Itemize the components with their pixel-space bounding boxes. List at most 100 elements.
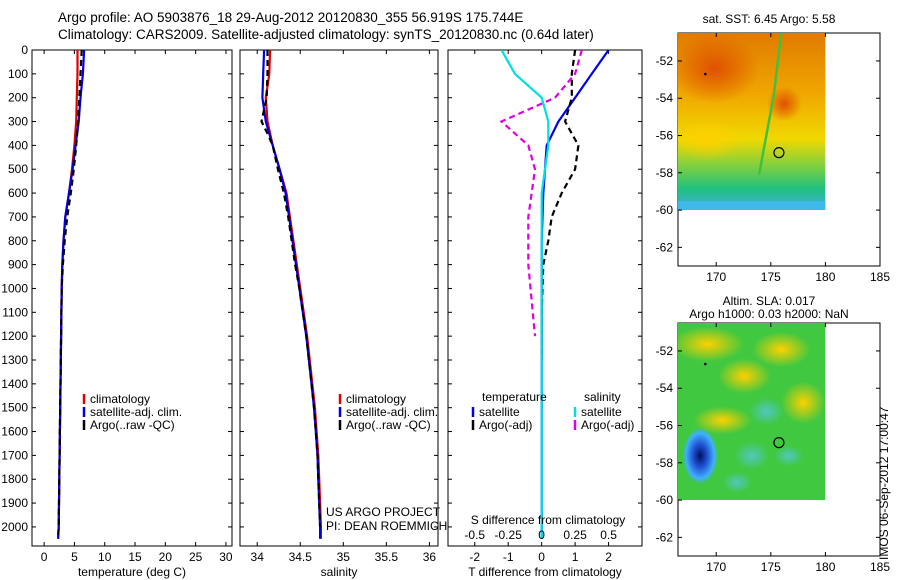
x-axis-label-top: S difference from climatology [471, 513, 626, 527]
legend-entry: satellite [479, 405, 520, 419]
y-tick-label: 100 [8, 67, 28, 81]
heatmap-blob [717, 358, 771, 394]
x-tick-label: -2 [469, 550, 480, 564]
annotation-pi: PI: DEAN ROEMMICH [326, 519, 447, 533]
front-line [757, 33, 783, 175]
x-tick-label: 35.5 [375, 550, 399, 564]
x-tick-label: 170 [706, 560, 726, 574]
reference-dot [703, 72, 707, 76]
x-tick-label: 30 [219, 550, 233, 564]
x-tick-label: 1 [572, 550, 579, 564]
series-line-argo--adj- [540, 50, 580, 360]
heatmap-blob [678, 326, 745, 362]
y-tick-label: 1600 [1, 425, 28, 439]
y-tick-label: -56 [656, 419, 674, 433]
heatmap-blob [734, 441, 770, 470]
x-tick-label: 175 [761, 560, 781, 574]
heatmap-field [678, 323, 826, 501]
heatmap-blob [692, 406, 752, 435]
series-line-satellite [500, 50, 550, 539]
x-tick-label: -1 [503, 550, 514, 564]
y-tick-label: 2000 [1, 520, 28, 534]
y-tick-label: 500 [8, 162, 28, 176]
panel-map-sla: -52 -54 -56 -58 -60 -62 170 175 180 185 Altim. SLA… [656, 294, 891, 574]
y-tick-label: 700 [8, 210, 28, 224]
series-line-argo--adj- [499, 50, 583, 337]
panel-difference: -2 -1 0 1 2T difference from climatology -0.5… [447, 49, 643, 579]
y-tick-label: 1300 [1, 353, 28, 367]
x-tick-label: 34.5 [289, 550, 313, 564]
x-tick-label: 180 [815, 270, 835, 284]
x-tick-label: 35 [337, 550, 351, 564]
y-tick-label: 1200 [1, 329, 28, 343]
top-tick-label: -0.25 [495, 528, 523, 542]
x-axis-label: T difference from climatology [468, 565, 622, 579]
legend-entry: Argo(..raw -QC) [90, 418, 175, 432]
heatmap-blob [678, 118, 745, 161]
y-tick-label: 1700 [1, 448, 28, 462]
y-tick-label: 400 [8, 138, 28, 152]
timestamp-stamp: IMOS 06-Sep-2012 17:00:47 [877, 406, 891, 560]
y-tick-label: 1100 [2, 305, 28, 319]
heatmap-blob [766, 86, 802, 122]
x-tick-label: 20 [159, 550, 173, 564]
y-tick-label: -60 [656, 493, 674, 507]
legend-entry: satellite-adj. clim. [346, 405, 438, 419]
legend-entry: Argo(-adj) [581, 418, 634, 432]
legend-title: temperature [482, 390, 547, 404]
map-title: sat. SST: 6.45 Argo: 5.58 [703, 12, 836, 26]
legend-entry: satellite-adj. clim. [90, 405, 182, 419]
x-tick-label: 180 [815, 560, 835, 574]
y-tick-label: -56 [656, 129, 674, 143]
plot-frame [31, 49, 233, 547]
y-tick-label: 900 [8, 258, 28, 272]
x-tick-label: 170 [706, 270, 726, 284]
x-axis-label: salinity [321, 565, 358, 579]
x-tick-label: 15 [128, 550, 142, 564]
legend-entry: climatology [346, 392, 406, 406]
legend-title: salinity [584, 390, 621, 404]
plot-frame [239, 49, 439, 547]
heatmap-field [678, 33, 826, 211]
argo-position-marker [773, 147, 785, 159]
reference-dot [703, 362, 707, 366]
y-tick-label: 0 [21, 43, 28, 57]
x-tick-label: 36 [423, 550, 437, 564]
x-tick-label: 2 [605, 550, 612, 564]
x-tick-label: 34 [251, 550, 265, 564]
plot-frame [447, 49, 643, 547]
y-tick-label: -62 [656, 530, 674, 544]
y-tick-label: -62 [656, 240, 674, 254]
y-tick-label: 1400 [1, 377, 28, 391]
argo-position-marker [773, 437, 785, 449]
panel-map-sst: -52 -54 -56 -58 -60 -62 170 175 180 185 sat. SST: … [656, 12, 891, 284]
annotation-project: US ARGO PROJECT [326, 505, 441, 519]
y-tick-label: 1900 [1, 496, 28, 510]
heatmap-blob [682, 427, 718, 485]
panel-salinity: 34 34.5 35 35.5 36 salinity climatologysatelli… [239, 49, 447, 579]
y-tick-label: -52 [656, 54, 674, 68]
legend-entry: Argo(-adj) [479, 418, 532, 432]
top-tick-label: -0.5 [464, 528, 485, 542]
legend-entry: Argo(..raw -QC) [346, 418, 431, 432]
heatmap-blob [751, 331, 811, 368]
x-axis-label: temperature (deg C) [78, 565, 186, 579]
top-tick-label: 0 [538, 528, 545, 542]
y-tick-label: -54 [656, 381, 674, 395]
x-tick-label: 185 [870, 560, 890, 574]
heatmap-blob [678, 33, 760, 104]
x-tick-label: 185 [870, 270, 890, 284]
y-tick-label: 800 [8, 234, 28, 248]
heatmap-blob [722, 471, 752, 493]
series-line-argo---raw--qc- [57, 50, 83, 539]
y-tick-label: -52 [656, 344, 674, 358]
heatmap-blob [781, 381, 826, 424]
y-tick-label: -58 [656, 166, 674, 180]
y-tick-label: -54 [656, 91, 674, 105]
map-subtitle: Argo h1000: 0.03 h2000: NaN [689, 307, 848, 321]
legend-entry: climatology [90, 392, 150, 406]
series-line-argo---raw--qc- [260, 50, 322, 527]
y-tick-label: 600 [8, 186, 28, 200]
x-tick-label: 10 [98, 550, 112, 564]
